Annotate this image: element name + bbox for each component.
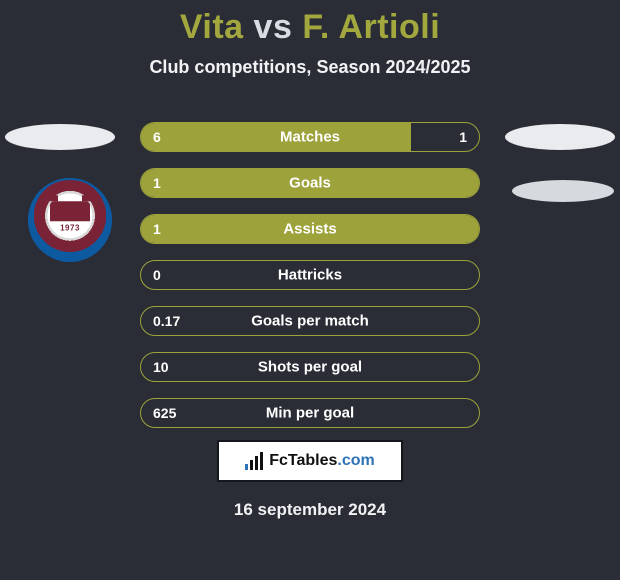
fctables-logo: FcTables.com [217, 440, 403, 482]
stat-label: Goals per match [141, 313, 479, 330]
stat-label: Assists [141, 221, 479, 238]
player1-photo-placeholder [5, 124, 115, 150]
stat-label: Shots per goal [141, 359, 479, 376]
subtitle: Club competitions, Season 2024/2025 [0, 57, 620, 78]
stat-row: 0.17Goals per match [140, 306, 480, 336]
badge-year: 1973 [50, 224, 90, 233]
stat-label: Min per goal [141, 405, 479, 422]
stat-label: Matches [141, 129, 479, 146]
logo-chart-icon [245, 452, 263, 470]
stat-row: 0Hattricks [140, 260, 480, 290]
logo-text: FcTables.com [269, 452, 375, 470]
player2-name: F. Artioli [302, 8, 440, 46]
snapshot-date: 16 september 2024 [0, 500, 620, 520]
stat-row: 10Shots per goal [140, 352, 480, 382]
stat-row: 1Goals [140, 168, 480, 198]
player1-name: Vita [180, 8, 244, 46]
player2-photo-placeholder [505, 124, 615, 150]
stat-row: 625Min per goal [140, 398, 480, 428]
stat-row: 1Assists [140, 214, 480, 244]
comparison-title: Vita vs F. Artioli [0, 0, 620, 47]
vs-separator: vs [254, 8, 293, 46]
stat-label: Hattricks [141, 267, 479, 284]
stat-label: Goals [141, 175, 479, 192]
stat-bars: 61Matches 1Goals 1Assists 0Hattricks 0.17Goa… [140, 122, 480, 444]
club-badge-icon: 1973 [28, 178, 112, 262]
player2-club-placeholder [512, 180, 614, 202]
stat-row: 61Matches [140, 122, 480, 152]
